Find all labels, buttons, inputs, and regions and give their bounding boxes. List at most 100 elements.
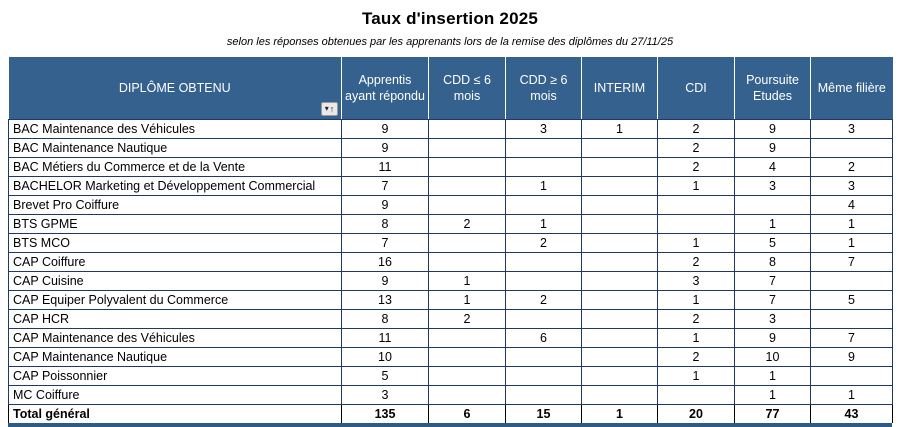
- value-cell: 9: [734, 138, 811, 158]
- value-cell: [505, 271, 582, 291]
- page-title: Taux d'insertion 2025: [361, 9, 539, 28]
- column-header-diplome-label: DIPLÔME OBTENU: [118, 81, 231, 95]
- value-cell: 3: [734, 309, 811, 329]
- value-cell: 8: [341, 214, 429, 234]
- dropdown-arrow-icon: ▾: [324, 104, 329, 113]
- value-cell: 1: [657, 233, 735, 253]
- value-cell: 9: [341, 119, 429, 139]
- value-cell: [505, 252, 582, 272]
- value-cell: 1: [734, 385, 811, 405]
- total-cdd-sup-6: 15: [505, 404, 582, 423]
- value-cell: [810, 309, 893, 329]
- value-cell: [581, 157, 658, 177]
- value-cell: 3: [734, 176, 811, 196]
- value-cell: 8: [341, 309, 429, 329]
- header-row: DIPLÔME OBTENU ▾ ↑ Apprentis ayant répond…: [8, 57, 893, 120]
- value-cell: [428, 119, 506, 139]
- diploma-cell: CAP Maintenance Nautique: [8, 347, 342, 367]
- value-cell: 1: [810, 233, 893, 253]
- value-cell: [810, 271, 893, 291]
- value-cell: [581, 214, 658, 234]
- diploma-cell: CAP Coiffure: [8, 252, 342, 272]
- value-cell: 1: [810, 214, 893, 234]
- value-cell: 7: [341, 176, 429, 196]
- column-header-interim: INTERIM: [581, 57, 658, 120]
- value-cell: 9: [341, 138, 429, 158]
- value-cell: 1: [428, 290, 506, 310]
- value-cell: 7: [734, 290, 811, 310]
- value-cell: [505, 309, 582, 329]
- table-row: BAC Métiers du Commerce et de la Vente 11…: [8, 157, 893, 177]
- total-cdd-inf-6: 6: [428, 404, 506, 423]
- table-row: BAC Maintenance Nautique 9 2 9: [8, 138, 893, 158]
- column-header-diplome: DIPLÔME OBTENU ▾ ↑: [8, 57, 342, 120]
- total-apprentis: 135: [341, 404, 429, 423]
- value-cell: [428, 328, 506, 348]
- table-bottom-bar: [8, 423, 892, 427]
- value-cell: 9: [734, 119, 811, 139]
- value-cell: [581, 271, 658, 291]
- total-cdi: 20: [657, 404, 735, 423]
- sort-filter-button[interactable]: ▾ ↑: [321, 102, 338, 116]
- value-cell: [428, 157, 506, 177]
- value-cell: [581, 252, 658, 272]
- table-header: DIPLÔME OBTENU ▾ ↑ Apprentis ayant répond…: [8, 57, 893, 120]
- value-cell: [428, 347, 506, 367]
- table-row: CAP HCR 8 2 2 3: [8, 309, 893, 329]
- table-row: Brevet Pro Coiffure 9 4: [8, 195, 893, 215]
- value-cell: [734, 195, 811, 215]
- total-interim: 1: [581, 404, 658, 423]
- value-cell: 3: [810, 176, 893, 196]
- value-cell: [581, 366, 658, 386]
- total-poursuite: 77: [734, 404, 811, 423]
- value-cell: 13: [341, 290, 429, 310]
- column-header-cdi: CDI: [657, 57, 735, 120]
- value-cell: 1: [734, 214, 811, 234]
- diploma-cell: CAP HCR: [8, 309, 342, 329]
- value-cell: 2: [428, 309, 506, 329]
- diploma-cell: CAP Equiper Polyvalent du Commerce: [8, 290, 342, 310]
- value-cell: 2: [657, 119, 735, 139]
- column-header-cdd-sup-6: CDD ≥ 6 mois: [505, 57, 582, 120]
- value-cell: [428, 385, 506, 405]
- total-meme-filiere: 43: [810, 404, 893, 423]
- table-row: BAC Maintenance des Véhicules 9 3 1 2 9 3: [8, 119, 893, 139]
- table-row: CAP Maintenance des Véhicules 11 6 1 9 7: [8, 328, 893, 348]
- value-cell: [505, 138, 582, 158]
- value-cell: [505, 347, 582, 367]
- table-row: CAP Coiffure 16 2 8 7: [8, 252, 893, 272]
- value-cell: 1: [657, 176, 735, 196]
- table-row: CAP Poissonnier 5 1 1: [8, 366, 893, 386]
- value-cell: 2: [428, 214, 506, 234]
- value-cell: [505, 195, 582, 215]
- value-cell: 9: [810, 347, 893, 367]
- value-cell: 3: [341, 385, 429, 405]
- value-cell: 5: [734, 233, 811, 253]
- value-cell: 1: [657, 290, 735, 310]
- value-cell: 8: [734, 252, 811, 272]
- diploma-cell: BACHELOR Marketing et Développement Comm…: [8, 176, 342, 196]
- value-cell: 3: [810, 119, 893, 139]
- table-row: BACHELOR Marketing et Développement Comm…: [8, 176, 893, 196]
- value-cell: 10: [341, 347, 429, 367]
- table-row: BTS MCO 7 2 1 5 1: [8, 233, 893, 253]
- value-cell: [810, 366, 893, 386]
- value-cell: [581, 138, 658, 158]
- value-cell: [657, 385, 735, 405]
- value-cell: 7: [810, 252, 893, 272]
- page-subtitle: selon les réponses obtenues par les appr…: [226, 36, 674, 48]
- value-cell: [657, 214, 735, 234]
- value-cell: [657, 195, 735, 215]
- value-cell: [428, 366, 506, 386]
- value-cell: [581, 176, 658, 196]
- value-cell: [428, 252, 506, 272]
- value-cell: 1: [505, 176, 582, 196]
- column-header-poursuite: Poursuite Etudes: [734, 57, 811, 120]
- value-cell: 1: [581, 119, 658, 139]
- diploma-cell: CAP Poissonnier: [8, 366, 342, 386]
- diploma-cell: MC Coiffure: [8, 385, 342, 405]
- table-row: BTS GPME 8 2 1 1 1: [8, 214, 893, 234]
- diploma-cell: CAP Maintenance des Véhicules: [8, 328, 342, 348]
- value-cell: [581, 328, 658, 348]
- value-cell: 7: [341, 233, 429, 253]
